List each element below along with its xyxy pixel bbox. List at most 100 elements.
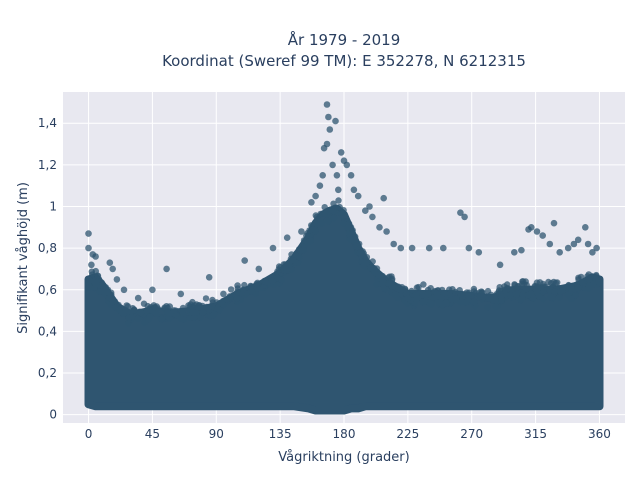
data-point	[367, 264, 375, 272]
data-point	[383, 228, 390, 235]
data-point	[326, 126, 334, 133]
data-point	[507, 292, 514, 299]
data-point	[300, 247, 307, 254]
data-point	[492, 303, 499, 310]
y-tick-label: 0,4	[38, 324, 57, 338]
data-point	[585, 271, 592, 278]
data-point	[392, 291, 399, 298]
dense-point-cloud	[84, 197, 604, 415]
data-point	[209, 296, 216, 304]
data-point	[223, 296, 230, 303]
data-point	[373, 281, 380, 288]
data-point	[88, 261, 95, 269]
data-point	[485, 295, 493, 302]
data-point	[533, 288, 540, 295]
data-point	[514, 283, 521, 290]
data-point	[262, 278, 269, 286]
y-tick-label: 1	[49, 199, 57, 213]
data-point	[205, 274, 213, 281]
data-point	[199, 309, 207, 316]
data-point	[312, 212, 319, 219]
data-point	[109, 297, 116, 304]
data-point	[125, 314, 133, 321]
data-point	[440, 244, 447, 252]
data-point	[325, 113, 332, 121]
data-point	[484, 304, 491, 311]
data-point	[308, 199, 315, 206]
data-point	[190, 314, 198, 321]
data-point	[404, 294, 412, 302]
data-point	[309, 226, 317, 233]
data-point	[241, 257, 248, 264]
data-point	[189, 308, 196, 316]
data-point	[362, 207, 369, 214]
data-point	[123, 302, 130, 309]
x-tick-label: 225	[396, 427, 419, 441]
data-point	[189, 298, 196, 306]
data-point	[312, 192, 319, 200]
data-point	[340, 220, 347, 227]
data-point	[316, 182, 324, 189]
data-point	[356, 240, 363, 248]
data-point	[220, 290, 227, 298]
data-point	[457, 298, 464, 306]
data-point	[178, 315, 185, 322]
data-point	[539, 295, 547, 303]
data-point	[323, 140, 331, 148]
data-point	[585, 276, 593, 284]
data-point	[412, 292, 420, 299]
data-point	[179, 307, 186, 315]
data-point	[234, 282, 241, 289]
data-point	[149, 286, 156, 294]
y-tick-label: 0,8	[38, 241, 57, 255]
data-point	[433, 290, 441, 297]
data-point	[269, 277, 276, 285]
data-point	[323, 101, 331, 108]
data-point	[151, 304, 159, 311]
data-point	[567, 295, 575, 302]
data-point	[465, 244, 473, 252]
data-point	[343, 161, 351, 169]
data-point	[522, 286, 530, 293]
x-tick-label: 0	[85, 427, 93, 441]
data-point	[134, 315, 142, 322]
data-point	[498, 293, 505, 300]
data-point	[303, 232, 310, 239]
data-point	[578, 279, 585, 286]
data-point	[131, 306, 138, 314]
data-point	[451, 296, 458, 303]
y-axis-title: Signifikant våghöjd (m)	[16, 182, 31, 334]
data-point	[564, 244, 572, 252]
x-tick-label: 360	[588, 427, 611, 441]
data-point	[446, 286, 453, 293]
data-point	[336, 203, 343, 211]
data-point	[163, 265, 170, 273]
data-point	[556, 249, 563, 256]
data-points	[85, 101, 600, 302]
data-point	[589, 249, 596, 256]
x-tick-label: 180	[333, 427, 356, 441]
data-point	[427, 285, 434, 292]
data-point	[350, 186, 358, 194]
data-point	[354, 192, 362, 200]
data-point	[470, 288, 478, 295]
data-point	[388, 282, 395, 290]
data-point	[425, 244, 433, 252]
data-point	[288, 266, 295, 273]
data-point	[408, 244, 416, 252]
data-point	[361, 259, 368, 266]
data-point	[356, 249, 363, 257]
data-point	[556, 294, 563, 301]
x-tick-label: 315	[524, 427, 547, 441]
data-point	[484, 287, 492, 295]
data-point	[390, 240, 398, 248]
y-tick-label: 1,2	[38, 158, 57, 172]
data-point	[109, 265, 116, 273]
data-point	[227, 286, 235, 293]
data-point	[475, 249, 483, 256]
data-point	[366, 203, 373, 210]
data-point	[546, 240, 554, 248]
data-point	[85, 244, 92, 252]
data-point	[278, 276, 285, 284]
